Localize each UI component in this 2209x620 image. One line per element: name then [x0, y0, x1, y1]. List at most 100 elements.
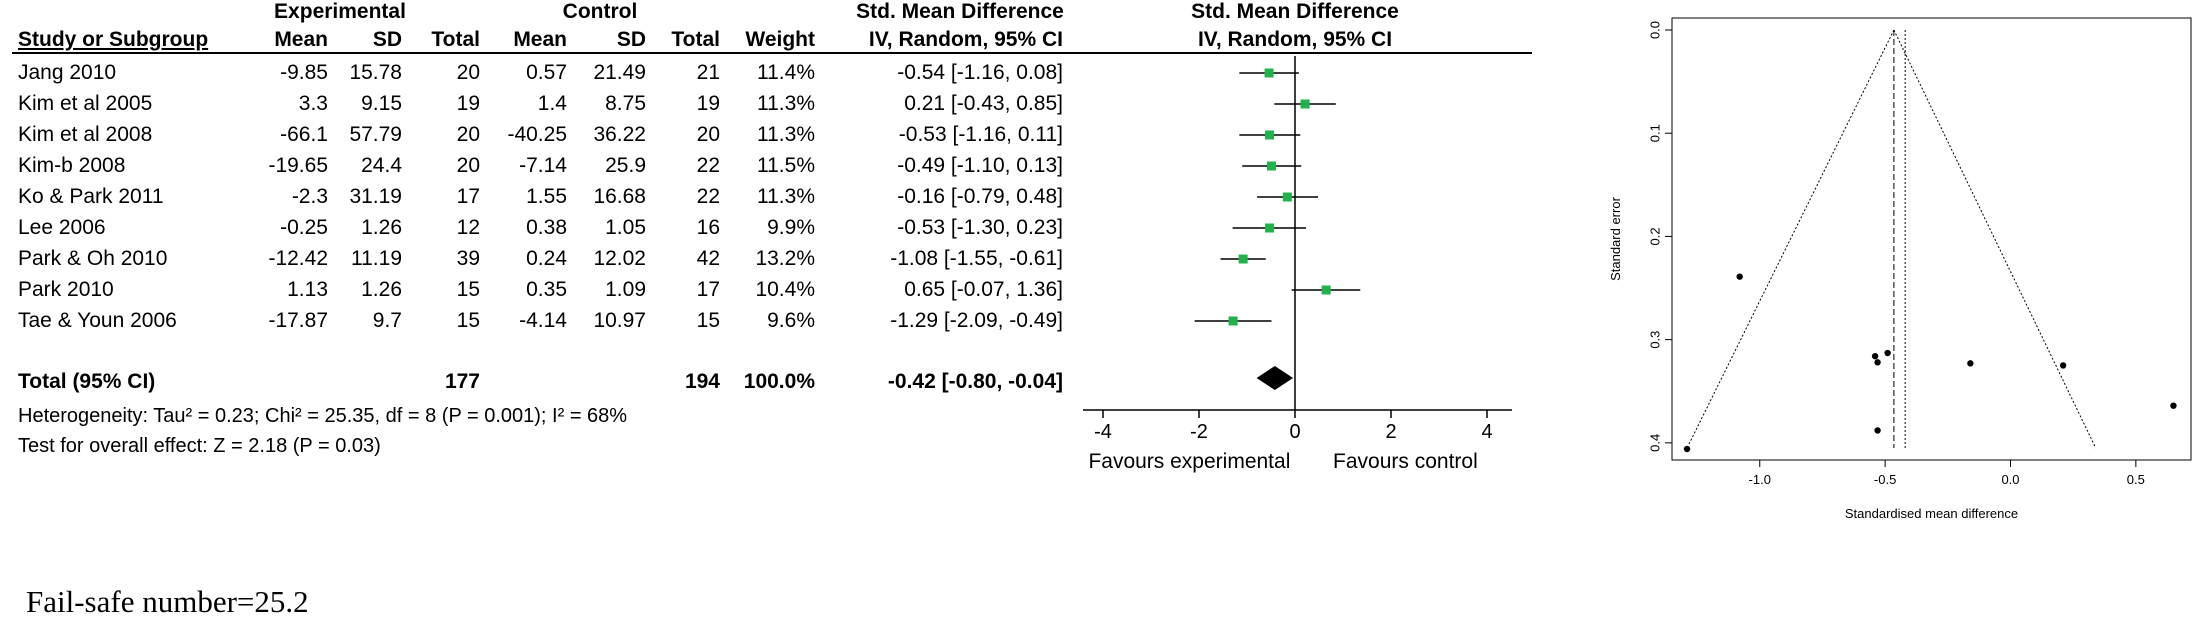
study-point-estimate: [1265, 130, 1275, 140]
funnel-y-tick-label: 0.2: [1647, 227, 1662, 245]
funnel-study-point: [1874, 427, 1881, 434]
ctl-sd: 10.97: [593, 309, 646, 332]
total-label: Total (95% CI): [18, 370, 156, 393]
exp-total: 39: [456, 247, 480, 270]
study-name: Park 2010: [18, 278, 114, 301]
ctl-mean: -7.14: [519, 154, 567, 177]
exp-total: 20: [456, 61, 480, 84]
exp-mean: 3.3: [298, 92, 328, 115]
smd-ci: -0.16 [-0.79, 0.48]: [897, 185, 1063, 208]
exp-sd: 31.19: [349, 185, 402, 208]
ctl-total: 17: [696, 278, 720, 301]
weight: 9.9%: [767, 216, 815, 239]
exp-mean: 1.13: [287, 278, 328, 301]
exp-sd: 9.15: [361, 92, 402, 115]
ctl-sd: 21.49: [593, 61, 646, 84]
exp-total: 20: [456, 123, 480, 146]
smd-ci: -0.53 [-1.30, 0.23]: [897, 216, 1063, 239]
weight: 11.3%: [757, 123, 815, 146]
exp-sd: 24.4: [361, 154, 402, 177]
funnel-x-tick-label: -0.5: [1874, 472, 1896, 487]
group-header-control: Control: [562, 0, 638, 23]
exp-mean: -9.85: [280, 61, 328, 84]
ctl-mean: -4.14: [519, 309, 567, 332]
smd-ci: -0.49 [-1.10, 0.13]: [897, 154, 1063, 177]
ctl-total: 16: [696, 216, 720, 239]
smd-ci: 0.65 [-0.07, 1.36]: [904, 278, 1063, 301]
ctl-mean: 0.38: [526, 216, 567, 239]
funnel-y-tick-label: 0.1: [1647, 124, 1662, 142]
funnel-y-tick-label: 0.0: [1647, 21, 1662, 39]
exp-mean: -12.42: [268, 247, 328, 270]
weight: 11.3%: [757, 92, 815, 115]
study-name: Kim et al 2005: [18, 92, 153, 115]
column-header-smd-plot-method: IV, Random, 95% CI: [1197, 28, 1393, 51]
exp-sd: 57.79: [349, 123, 402, 146]
funnel-study-point: [1874, 359, 1881, 366]
weight: 11.3%: [757, 185, 815, 208]
ctl-sd: 25.9: [605, 154, 646, 177]
forest-x-tick-label: -4: [1094, 421, 1112, 443]
exp-mean: -17.87: [268, 309, 328, 332]
ctl-sd: 8.75: [605, 92, 646, 115]
weight: 13.2%: [755, 247, 815, 270]
forest-x-tick-label: -2: [1190, 421, 1208, 443]
funnel-x-tick-label: -1.0: [1749, 472, 1771, 487]
funnel-study-point: [1871, 352, 1879, 360]
funnel-y-tick-label: 0.4: [1647, 434, 1662, 452]
header-rule: [12, 52, 1532, 54]
study-point-estimate: [1300, 99, 1310, 109]
forest-x-tick-label: 0: [1289, 421, 1300, 443]
study-name: Kim-b 2008: [18, 154, 126, 177]
smd-ci: -1.29 [-2.09, -0.49]: [890, 309, 1063, 332]
funnel-study-point: [1736, 273, 1743, 280]
funnel-study-point: [1967, 360, 1974, 367]
ctl-total: 20: [696, 123, 720, 146]
fail-safe-number: Fail-safe number=25.2: [26, 584, 309, 619]
funnel-x-tick-label: 0.5: [2127, 472, 2145, 487]
study-name: Park & Oh 2010: [18, 247, 168, 270]
ctl-mean: 0.35: [526, 278, 567, 301]
forest-plot: -4 -2 0 2 4 Favours experimental Favours con…: [1083, 56, 1512, 473]
study-name: Ko & Park 2011: [18, 185, 164, 208]
exp-total: 20: [456, 154, 480, 177]
column-header-smd-method: IV, Random, 95% CI: [868, 28, 1063, 51]
column-header-exp-sd: SD: [372, 28, 402, 51]
exp-total: 15: [456, 278, 480, 301]
funnel-y-axis-label: Standard error: [1608, 196, 1623, 280]
smd-ci: -0.53 [-1.16, 0.11]: [898, 123, 1063, 146]
forest-x-tick-label: 2: [1385, 421, 1396, 443]
study-point-estimate: [1321, 285, 1331, 295]
ctl-mean: -40.25: [507, 123, 567, 146]
ctl-total: 15: [696, 309, 720, 332]
ctl-sd: 36.22: [593, 123, 646, 146]
funnel-x-axis-label: Standardised mean difference: [1845, 506, 2018, 521]
ctl-total: 42: [696, 247, 720, 270]
funnel-plot-box: [1671, 17, 2192, 461]
study-name: Kim et al 2008: [18, 123, 153, 146]
funnel-right-boundary: [1893, 29, 2097, 449]
column-header-ctl-total: Total: [671, 28, 720, 51]
smd-plot-header: Std. Mean Difference: [1191, 0, 1399, 23]
funnel-study-point: [2170, 402, 2177, 409]
exp-total: 12: [456, 216, 480, 239]
funnel-plot: -1.0 -0.5 0.0 0.5 0.0 0.1 0.2 0.3 0.4 Standardis…: [1608, 17, 2192, 521]
study-point-estimate: [1265, 223, 1275, 233]
ctl-mean: 1.55: [526, 185, 567, 208]
weight: 9.6%: [767, 309, 815, 332]
weight: 11.5%: [757, 154, 815, 177]
funnel-y-tick-label: 0.3: [1647, 331, 1662, 349]
column-header-exp-total: Total: [431, 28, 480, 51]
exp-sd: 15.78: [349, 61, 402, 84]
group-header-experimental: Experimental: [274, 0, 406, 23]
ctl-mean: 0.57: [526, 61, 567, 84]
ctl-sd: 16.68: [593, 185, 646, 208]
ctl-mean: 0.24: [526, 247, 567, 270]
column-header-ctl-sd: SD: [616, 28, 646, 51]
study-point-estimate: [1266, 161, 1276, 171]
exp-mean: -0.25: [280, 216, 328, 239]
ctl-sd: 12.02: [593, 247, 646, 270]
ctl-mean: 1.4: [537, 92, 567, 115]
study-point-estimate: [1264, 68, 1274, 78]
funnel-study-point: [1884, 349, 1891, 357]
